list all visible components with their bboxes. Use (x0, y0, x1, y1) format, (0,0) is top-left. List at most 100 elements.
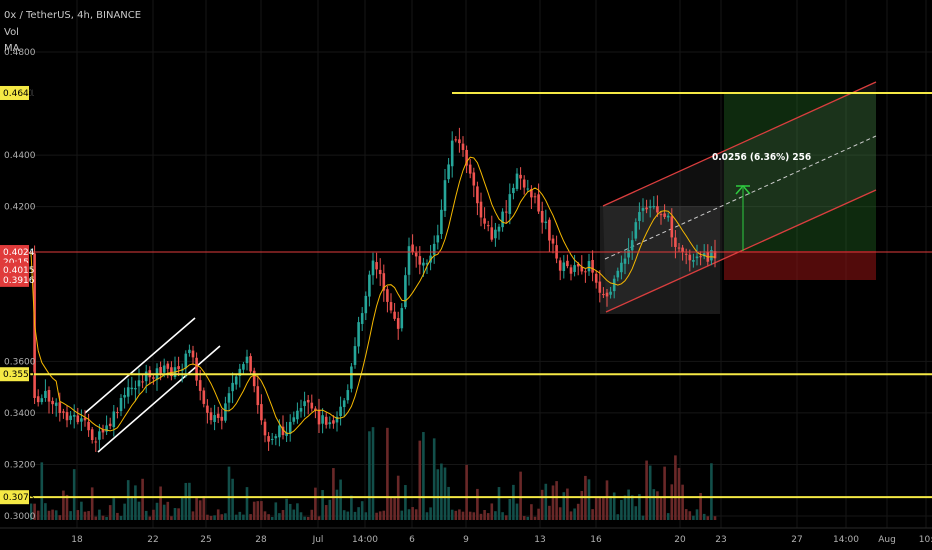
volume-bar (569, 511, 573, 520)
price-tick-label: 0.4200 (4, 203, 36, 213)
candle-body (130, 387, 134, 390)
candle-body (710, 250, 713, 261)
volume-bar (706, 516, 710, 520)
measure-label: 0.0256 (6.36%) 256 (712, 152, 812, 163)
candle-body (468, 164, 472, 174)
time-tick-label: 23 (715, 535, 726, 545)
volume-bar (656, 491, 659, 520)
candle-body (198, 380, 202, 391)
candle-body (702, 253, 706, 257)
volume-bar (281, 510, 285, 520)
volume-bar (123, 503, 126, 520)
candle-body (551, 238, 555, 244)
volume-bar (321, 490, 324, 520)
price-tick-label: 0.4400 (4, 151, 36, 161)
volume-bar (184, 482, 188, 520)
time-tick-label: 20 (674, 535, 686, 545)
volume-bar (378, 511, 382, 520)
volume-bar (497, 487, 501, 520)
volume-bar (468, 511, 472, 520)
candle-body (566, 260, 569, 267)
volume-bar (573, 508, 576, 520)
candle-body (51, 400, 54, 405)
candlesticks (29, 127, 717, 452)
volume-bar (332, 468, 335, 520)
volume-bar (72, 469, 76, 520)
candle-body (573, 265, 576, 272)
time-tick-label: 16 (590, 535, 602, 545)
volume-bar (335, 489, 339, 520)
candle-body (371, 260, 375, 276)
volume-bar (317, 516, 321, 520)
candle-body (47, 390, 51, 402)
candle-body (303, 401, 306, 407)
candle-body (245, 356, 249, 364)
candle-body (346, 390, 350, 401)
candle-body (123, 395, 126, 398)
volume-bar (191, 511, 195, 520)
ma-line (30, 156, 716, 434)
candle-body (609, 291, 612, 295)
volume-bar (44, 503, 47, 520)
volume-bar (231, 478, 234, 520)
volume-bar (436, 469, 440, 520)
candle-body (195, 357, 198, 381)
candle-body (270, 438, 274, 440)
volume-bar (112, 498, 116, 520)
candle-body (317, 409, 321, 425)
volume-bar (490, 503, 494, 520)
candle-body (522, 179, 526, 188)
volume-bar (292, 509, 296, 520)
volume-bar (677, 467, 681, 520)
stop-zone (724, 251, 876, 280)
volume-bar (382, 510, 386, 520)
candle-body (558, 260, 562, 271)
candle-body (206, 405, 209, 413)
volume-bar (461, 511, 465, 520)
candle-body (382, 273, 386, 291)
candle-body (209, 412, 213, 421)
volume-bar (274, 502, 278, 520)
candle-body (105, 425, 108, 432)
volume-bar (450, 509, 454, 520)
time-tick-label: 28 (255, 535, 267, 545)
candle-body (494, 229, 497, 239)
volume-bar (440, 463, 443, 520)
candle-body (407, 246, 411, 275)
volume-bar (353, 511, 357, 520)
candle-body (692, 260, 695, 262)
candle-body (548, 219, 551, 241)
candle-body (159, 367, 162, 375)
candle-body (87, 421, 90, 431)
candle-body (483, 218, 486, 224)
candle-body (90, 429, 94, 441)
volume-bar (51, 509, 54, 520)
volume-bar (152, 509, 155, 520)
volume-bar (548, 505, 551, 520)
volume-bar (162, 504, 166, 520)
volume-bar (411, 507, 414, 520)
volume-bar (522, 516, 526, 520)
candle-body (36, 396, 40, 403)
volume-bar (375, 512, 378, 520)
candle-body (184, 353, 188, 369)
time-tick-label: 9 (463, 535, 469, 545)
candle-body (411, 244, 414, 253)
volume-bar (533, 516, 537, 520)
volume-bar (422, 432, 425, 520)
volume-bar (674, 455, 677, 520)
candle-body (119, 397, 123, 412)
candle-body (213, 415, 216, 422)
volume-bar (368, 431, 371, 520)
candle-body (216, 413, 220, 418)
candle-body (162, 365, 166, 373)
candle-body (422, 262, 425, 266)
candle-body (627, 250, 630, 258)
candle-body (454, 139, 458, 141)
volume-bar (69, 511, 72, 520)
volume-bar (180, 497, 184, 520)
candle-body (436, 235, 440, 243)
candle-body (418, 256, 422, 265)
candle-body (285, 432, 288, 436)
